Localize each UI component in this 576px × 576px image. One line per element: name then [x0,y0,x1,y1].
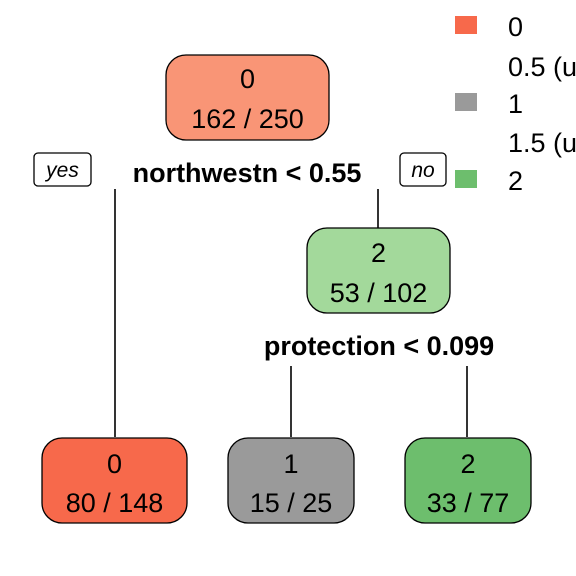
node-right-count: 53 / 102 [330,278,428,308]
legend-swatch-1 [455,93,477,111]
no-branch-tag: no [399,152,447,187]
node-root-class: 0 [240,64,255,94]
leaf-left: 0 80 / 148 [41,437,188,524]
leaf-left-class: 0 [107,449,122,479]
tree-edges [114,189,468,437]
right-split-label: protection < 0.099 [264,331,494,361]
leaf-right: 2 33 / 77 [404,437,532,524]
legend-swatch-2 [455,170,477,188]
legend-label-1: 1 [508,89,523,119]
legend-label-0-5: 0.5 (u [508,52,576,82]
yes-branch-tag: yes [33,152,92,187]
leaf-left-box [41,437,188,524]
legend-swatch-0 [455,16,477,34]
leaf-middle-box [227,437,355,524]
leaf-middle: 1 15 / 25 [227,437,355,524]
leaf-right-box [404,437,532,524]
leaf-right-count: 33 / 77 [427,488,510,518]
legend-label-0: 0 [508,12,523,42]
node-root: 0 162 / 250 [165,54,330,141]
node-right-class: 2 [371,238,386,268]
legend-label-1-5: 1.5 (u [508,128,576,158]
node-right-box [306,227,451,314]
leaf-middle-class: 1 [283,449,298,479]
leaf-right-class: 2 [460,449,475,479]
leaf-middle-count: 15 / 25 [250,488,333,518]
node-right: 2 53 / 102 [306,227,451,314]
leaf-left-count: 80 / 148 [66,488,164,518]
legend: 0 0.5 (u 1 1.5 (u 2 [455,12,576,196]
yes-label: yes [44,159,79,182]
node-root-box [165,54,330,141]
root-split-label: northwestn < 0.55 [133,158,362,188]
legend-label-2: 2 [508,166,523,196]
no-label: no [411,159,435,182]
node-root-count: 162 / 250 [191,104,304,134]
